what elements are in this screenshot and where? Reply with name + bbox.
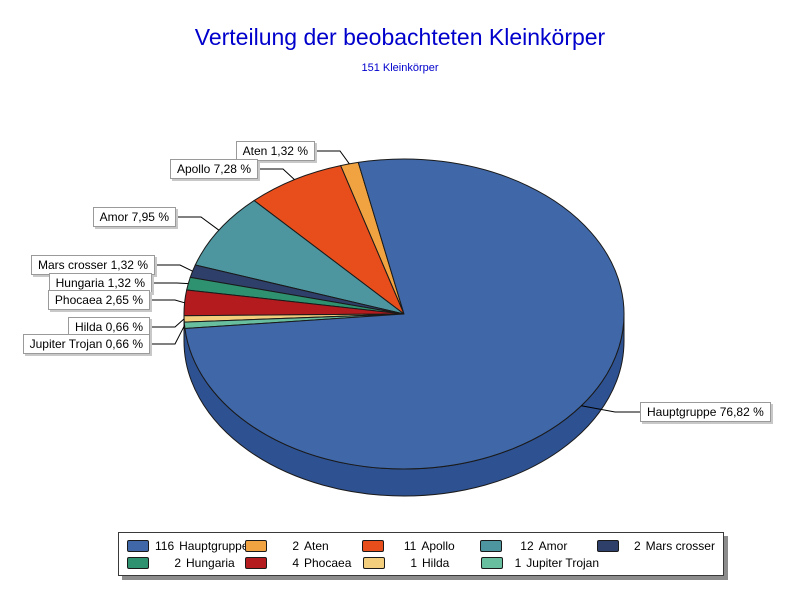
legend-label: Phocaea	[304, 555, 352, 570]
pie-slice-apollo	[253, 165, 405, 315]
callout-line-phocaea	[150, 299, 185, 304]
callout-hilda: Hilda 0,66 %	[67, 317, 150, 337]
callout-line-jupiter-trojan	[150, 325, 186, 345]
legend-label: Amor	[538, 538, 568, 553]
legend-swatch-icon-hungaria	[127, 556, 149, 569]
pie-slice-hauptgruppe	[184, 158, 625, 470]
callout-apollo: Apollo 7,28 %	[169, 159, 258, 179]
legend-row-2: 2 Hungaria 4 Phocaea 1 Hilda 1 Jupiter Trojan	[127, 555, 715, 570]
legend-label: Hauptgruppe	[179, 538, 249, 553]
callout-line-hungaria	[152, 282, 189, 285]
legend-swatch-icon-aten	[245, 539, 267, 552]
legend-row-1: 116 Hauptgruppe 2 Aten 11 Apollo 12 Amor 2 Mars c…	[127, 538, 715, 553]
legend-swatch-icon-mars-crosser	[596, 539, 619, 552]
callout-line-apollo	[258, 168, 295, 180]
legend-count: 2	[292, 538, 299, 553]
legend-swatch-icon-hilda	[363, 556, 385, 569]
legend-swatch-icon-jupiter-trojan	[481, 556, 503, 569]
legend-label: Apollo	[421, 538, 455, 553]
callout-line-hilda	[150, 318, 185, 328]
legend-swatch-icon-amor	[479, 539, 502, 552]
legend-item-aten: 2 Aten	[245, 539, 362, 553]
legend-item-hauptgruppe: 116 Hauptgruppe	[127, 538, 249, 553]
callout-phocaea: Phocaea 2,65 %	[47, 290, 150, 310]
legend-count: 2	[174, 555, 181, 570]
legend-item-amor: 12 Amor	[479, 538, 597, 553]
pie-slice-amor	[194, 200, 405, 315]
legend-count: 1	[514, 555, 522, 570]
chart-title: Verteilung der beobachteten Kleinkörper	[194, 24, 606, 50]
callout-aten: Aten 1,32 %	[235, 141, 315, 161]
legend-count: 11	[403, 538, 417, 553]
callout-line-mars-crosser	[155, 264, 193, 272]
callout-mars-crosser: Mars crosser 1,32 %	[30, 255, 155, 275]
legend-item-jupiter-trojan: 1 Jupiter Trojan	[481, 556, 599, 570]
chart-subtitle: 151 Kleinkörper	[361, 62, 439, 74]
legend-count: 2	[633, 538, 641, 553]
legend-count: 4	[292, 555, 299, 570]
legend-swatch-icon-hauptgruppe	[127, 539, 149, 552]
legend-swatch-icon-phocaea	[245, 556, 267, 569]
legend-label: Aten	[304, 538, 329, 553]
callout-line-aten	[315, 150, 350, 165]
legend-item-hungaria: 2 Hungaria	[127, 556, 245, 570]
callout-line-amor	[176, 216, 220, 231]
legend-label: Mars crosser	[645, 538, 715, 553]
callout-line-hauptgruppe	[581, 405, 640, 413]
legend-swatch-icon-apollo	[362, 539, 385, 552]
legend-item-hilda: 1 Hilda	[363, 556, 481, 570]
legend-count: 1	[410, 555, 417, 570]
legend-label: Hilda	[422, 555, 450, 570]
callout-jupiter-trojan: Jupiter Trojan 0,66 %	[22, 334, 150, 354]
legend-label: Jupiter Trojan	[526, 555, 599, 570]
callout-hauptgruppe: Hauptgruppe 76,82 %	[640, 402, 771, 422]
legend-count: 116	[155, 538, 175, 553]
legend: 116 Hauptgruppe 2 Aten 11 Apollo 12 Amor 2 Mars c…	[118, 532, 724, 576]
legend-item-apollo: 11 Apollo	[362, 539, 479, 553]
legend-item-mars-crosser: 2 Mars crosser	[596, 538, 715, 553]
callout-amor: Amor 7,95 %	[92, 207, 176, 227]
legend-count: 12	[520, 538, 534, 553]
legend-label: Hungaria	[186, 555, 235, 570]
legend-item-phocaea: 4 Phocaea	[245, 556, 363, 570]
